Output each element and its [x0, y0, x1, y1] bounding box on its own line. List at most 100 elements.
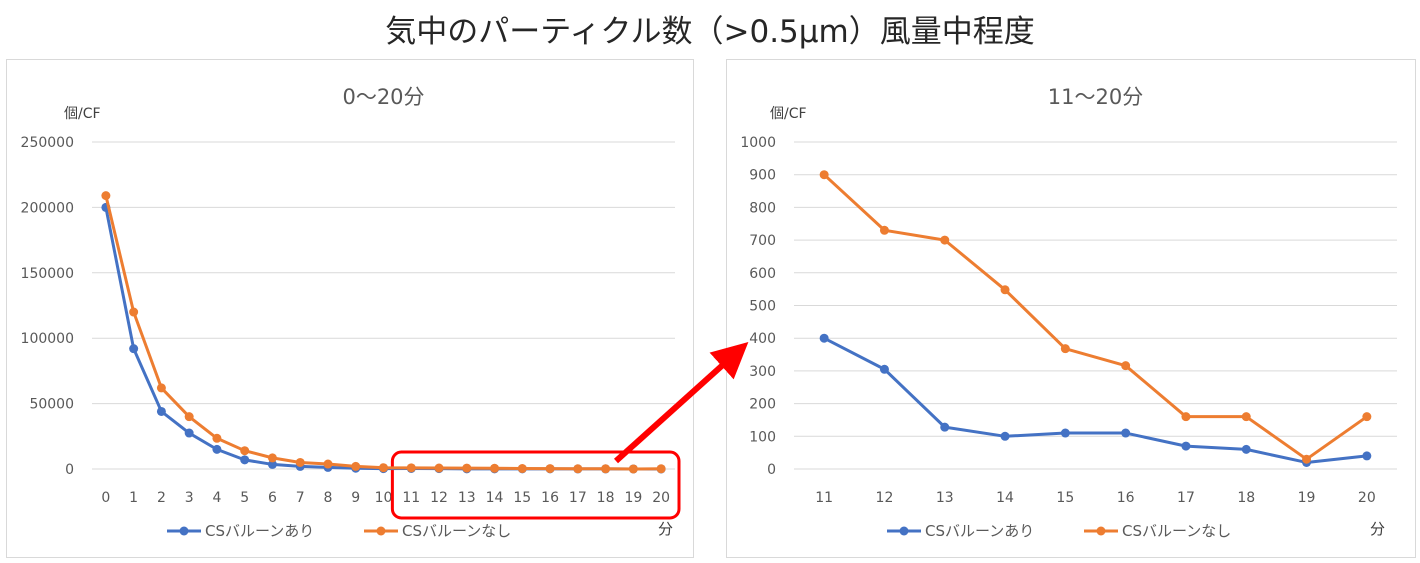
y-tick-label: 0	[767, 462, 776, 478]
y-tick-label: 300	[749, 364, 776, 380]
x-tick-label: 16	[1117, 490, 1135, 506]
chart-panel-zoom: 11〜20分 個/CF 0 100 200 300 400 500 600 700 800 900 10…	[726, 59, 1416, 558]
x-tick-label: 7	[296, 490, 305, 506]
y-tick-label: 100000	[21, 331, 74, 347]
data-point-s1-5	[240, 446, 250, 456]
legend-label-1: CSバルーンなし	[402, 522, 511, 540]
x-tick-label: 19	[624, 490, 642, 506]
x-tick-label: 13	[458, 490, 476, 506]
legend-marker-0	[179, 526, 189, 536]
data-point-s0-3	[184, 428, 194, 438]
y-tick-label: 0	[65, 462, 74, 478]
chart-title: 0〜20分	[342, 85, 424, 109]
data-point-s0-0	[819, 333, 829, 343]
y-tick-label: 150000	[21, 266, 74, 282]
x-tick-label: 11	[815, 490, 833, 506]
data-point-s1-17	[573, 464, 583, 474]
data-point-s1-14	[490, 463, 500, 473]
x-tick-label: 15	[513, 490, 531, 506]
y-tick-label: 800	[749, 200, 776, 216]
y-tick-label: 700	[749, 233, 776, 249]
highlight-box	[390, 450, 681, 520]
x-tick-label: 15	[1056, 490, 1074, 506]
data-point-s1-4	[1060, 344, 1070, 354]
x-tick-label: 12	[430, 490, 448, 506]
data-point-s1-18	[601, 464, 611, 474]
data-point-s1-20	[656, 464, 666, 474]
data-point-s0-4	[1060, 428, 1070, 438]
data-point-s1-5	[1121, 361, 1131, 371]
data-point-s1-19	[628, 464, 638, 474]
x-tick-label: 16	[541, 490, 559, 506]
y-tick-label: 250000	[21, 135, 74, 151]
x-tick-label: 9	[351, 490, 360, 506]
x-tick-label: 2	[157, 490, 166, 506]
data-point-s1-9	[351, 461, 361, 471]
x-tick-label: 4	[212, 490, 221, 506]
data-point-s1-3	[184, 412, 194, 422]
x-tick-label: 18	[597, 490, 615, 506]
x-tick-label: 10	[375, 490, 393, 506]
data-point-s1-11	[406, 463, 416, 473]
data-point-s1-2	[940, 235, 950, 245]
series-line-1	[823, 173, 1368, 461]
data-point-s1-6	[1181, 412, 1191, 422]
chart-title: 11〜20分	[1048, 85, 1143, 109]
y-tick-label: 900	[749, 168, 776, 184]
data-point-s1-1	[129, 307, 139, 317]
data-point-s1-0	[819, 170, 829, 180]
data-point-s0-7	[1241, 444, 1251, 454]
x-tick-label: 3	[185, 490, 194, 506]
data-point-s1-1	[879, 225, 889, 235]
data-point-s1-15	[517, 464, 527, 474]
x-tick-label: 13	[936, 490, 954, 506]
x-tick-label: 11	[402, 490, 420, 506]
x-tick-label: 14	[486, 490, 504, 506]
data-point-s0-5	[240, 455, 250, 465]
y-tick-label: 400	[749, 331, 776, 347]
data-point-s1-0	[101, 191, 111, 201]
legend-marker-1	[376, 526, 386, 536]
data-point-s1-16	[545, 464, 555, 474]
x-axis-unit-label: 分	[1370, 520, 1385, 538]
x-tick-label: 14	[996, 490, 1014, 506]
data-point-s0-4	[212, 444, 222, 454]
data-point-s1-7	[295, 457, 305, 467]
data-point-s0-9	[1362, 451, 1372, 461]
data-point-s0-6	[267, 459, 277, 469]
y-tick-label: 1000	[740, 135, 776, 151]
data-point-s1-10	[379, 463, 388, 473]
x-tick-label: 17	[569, 490, 587, 506]
series-line-0	[823, 336, 1368, 464]
x-tick-label: 1	[129, 490, 138, 506]
data-point-s0-5	[1121, 428, 1131, 438]
data-point-s1-13	[462, 463, 472, 473]
x-tick-label: 20	[1358, 490, 1376, 506]
y-tick-label: 600	[749, 266, 776, 282]
y-tick-label: 50000	[29, 397, 74, 413]
x-tick-label: 17	[1177, 490, 1195, 506]
data-point-s1-12	[434, 463, 444, 473]
y-tick-label: 100	[749, 429, 776, 445]
data-point-s1-2	[156, 383, 166, 393]
x-tick-label: 20	[652, 490, 670, 506]
legend-label-1: CSバルーンなし	[1122, 522, 1231, 540]
chart-panel-full: 0〜20分 個/CF 0 50000 100000 150000 200000 250000 0…	[6, 59, 694, 558]
data-point-s1-4	[212, 433, 222, 443]
x-axis-unit-label: 分	[658, 520, 673, 538]
legend-marker-1	[1096, 526, 1106, 536]
data-point-s0-3	[1000, 431, 1010, 441]
x-tick-label: 5	[240, 490, 249, 506]
data-point-s0-2	[940, 422, 950, 432]
y-tick-label: 200	[749, 397, 776, 413]
legend-marker-0	[899, 526, 909, 536]
legend-label-0: CSバルーンあり	[205, 522, 314, 540]
data-point-s1-8	[1302, 454, 1312, 464]
data-point-s0-1	[129, 344, 139, 354]
x-tick-label: 6	[268, 490, 277, 506]
data-point-s0-2	[156, 406, 166, 416]
data-point-s1-6	[267, 453, 277, 463]
data-point-s0-6	[1181, 441, 1191, 451]
